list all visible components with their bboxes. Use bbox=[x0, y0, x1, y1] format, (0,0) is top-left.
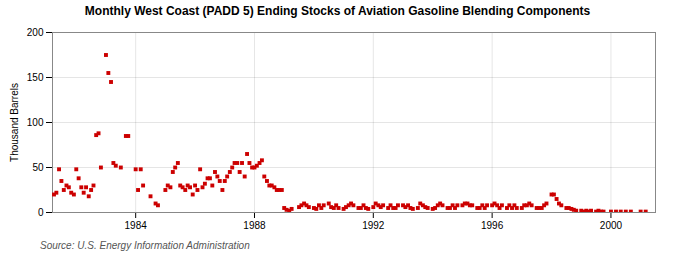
svg-text:50: 50 bbox=[32, 162, 44, 173]
svg-text:150: 150 bbox=[27, 72, 44, 83]
svg-text:100: 100 bbox=[27, 117, 44, 128]
svg-text:200: 200 bbox=[27, 27, 44, 38]
html-text:Source: U.S. Energy Informatio: Source: U.S. Energy Information Administ… bbox=[40, 240, 250, 251]
svg-text:Thousand Barrels: Thousand Barrels bbox=[9, 83, 20, 162]
svg-text:1992: 1992 bbox=[362, 220, 385, 231]
svg-text:0: 0 bbox=[38, 207, 44, 218]
svg-text:1996: 1996 bbox=[481, 220, 504, 231]
svg-text:1988: 1988 bbox=[243, 220, 266, 231]
svg-text:1984: 1984 bbox=[125, 220, 148, 231]
svg-text:2000: 2000 bbox=[600, 220, 623, 231]
html-text:Monthly West Coast (PADD 5) En: Monthly West Coast (PADD 5) Ending Stock… bbox=[84, 4, 591, 18]
